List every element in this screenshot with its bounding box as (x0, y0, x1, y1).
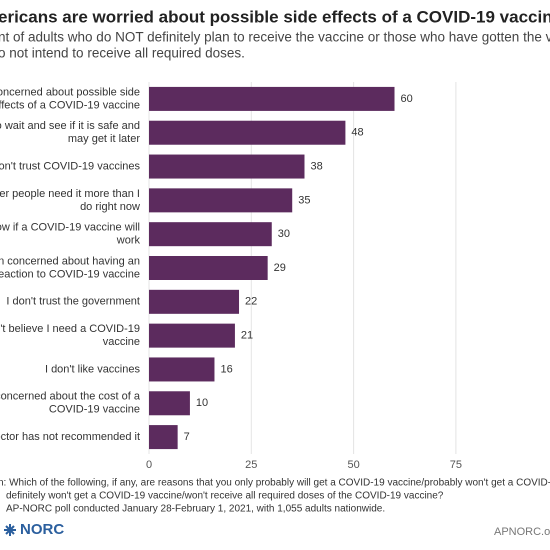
value-label: 48 (351, 127, 363, 139)
category-label: do right now (80, 201, 140, 213)
value-label: 38 (310, 160, 322, 172)
category-label: I don't like vaccines (45, 363, 141, 375)
value-label: 10 (196, 397, 208, 409)
footnote: definitely won't get a COVID-19 vaccine/… (6, 491, 444, 502)
category-label: concerned about possible side (0, 86, 140, 98)
value-label: 30 (278, 228, 290, 240)
subtitle: nt of adults who do NOT definitely plan … (0, 30, 550, 45)
category-label: don't believe I need a COVID-19 (0, 323, 140, 335)
category-label: other people need it more than I (0, 188, 140, 200)
logo-icon (4, 524, 16, 536)
x-tick-label: 0 (146, 459, 152, 471)
value-label: 35 (298, 194, 310, 206)
subtitle: o not intend to receive all required dos… (0, 46, 245, 61)
category-label: n concerned about having an (0, 255, 140, 267)
value-label: 21 (241, 330, 253, 342)
category-label: I don't trust COVID-19 vaccines (0, 160, 140, 172)
bar (149, 323, 235, 348)
value-label: 7 (184, 431, 190, 443)
bar (149, 222, 272, 247)
bar (149, 425, 178, 450)
bar (149, 120, 346, 145)
value-label: 29 (274, 262, 286, 274)
bar (149, 289, 240, 314)
value-label: 22 (245, 296, 257, 308)
chart-title: ericans are worried about possible side … (0, 7, 550, 26)
footnote: n: Which of the following, if any, are r… (0, 478, 550, 489)
category-label: ffects of a COVID-19 vaccine (0, 99, 140, 111)
category-label: doctor has not recommended it (0, 431, 140, 443)
value-label: 60 (401, 93, 413, 105)
x-tick-label: 25 (245, 459, 257, 471)
x-tick-label: 50 (347, 459, 359, 471)
category-label: n concerned about the cost of a (0, 391, 141, 403)
bar (149, 256, 268, 280)
category-label: I don't trust the government (6, 296, 140, 308)
category-label: vaccine (103, 336, 140, 348)
x-tick-label: 75 (450, 459, 462, 471)
category-label: work (116, 235, 141, 247)
category-label: c reaction to COVID-19 vaccine (0, 268, 140, 280)
category-label: may get it later (68, 133, 140, 145)
bar (149, 154, 305, 179)
category-label: know if a COVID-19 vaccine will (0, 222, 140, 234)
logo: NORC (20, 521, 64, 538)
category-label: COVID-19 vaccine (49, 404, 140, 416)
category-label: to wait and see if it is safe and (0, 120, 140, 132)
bar (149, 391, 190, 416)
value-label: 16 (220, 363, 232, 375)
bar (149, 86, 395, 111)
source: APNORC.org (494, 526, 550, 538)
footnote: AP-NORC poll conducted January 28-Februa… (6, 504, 385, 515)
bar (149, 188, 293, 213)
bar (149, 357, 215, 382)
